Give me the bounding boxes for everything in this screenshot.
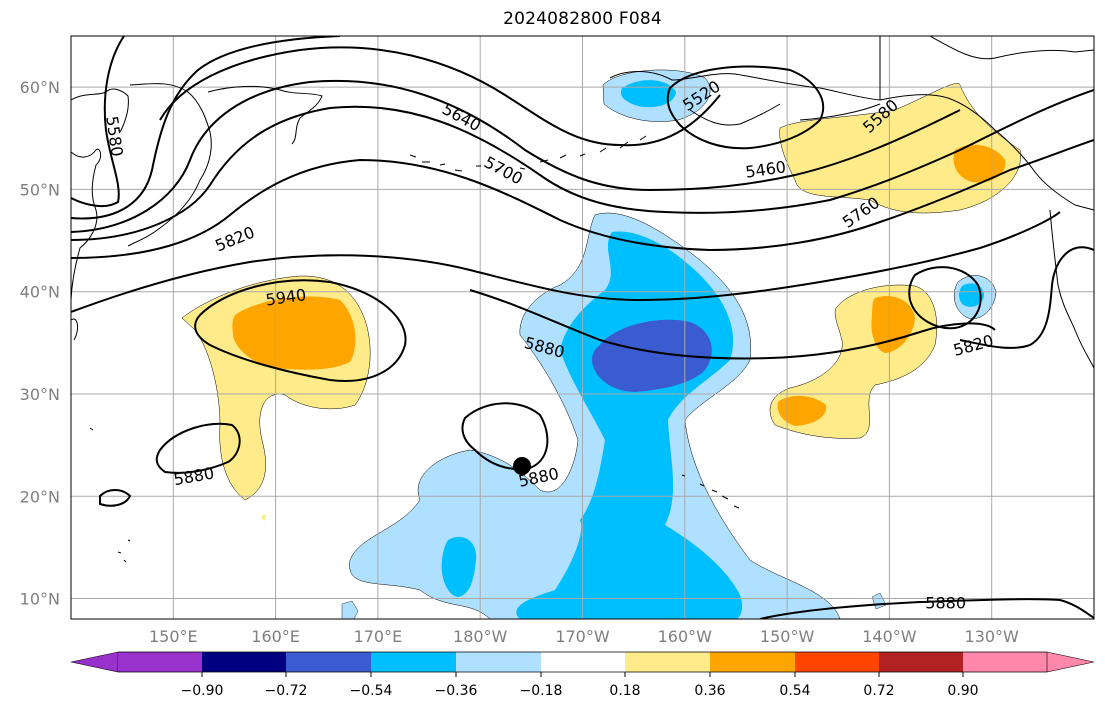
contour-5880-subtropical-west — [155, 422, 241, 474]
height-contours — [71, 36, 1094, 619]
coastline-asia — [71, 88, 129, 341]
latitude-label: 30°N — [20, 385, 60, 404]
colorbar-segment — [371, 652, 456, 672]
coastline-canada — [879, 36, 1094, 331]
plot-area: 5580 564055205460558057005760582059405880… — [71, 36, 1094, 619]
colorbar-tick-label: −0.18 — [520, 683, 563, 699]
longitude-label: 140°W — [862, 627, 917, 646]
storm-center-marker — [513, 457, 531, 475]
plot-frame — [70, 35, 1095, 620]
colorbar-segment — [286, 652, 371, 672]
lat-lon-grid — [71, 36, 1094, 619]
contour-5640 — [159, 46, 721, 147]
anomaly-negative-strongest — [592, 319, 712, 392]
longitude-label: 170°W — [555, 627, 610, 646]
colorbar-tick-label: 0.90 — [947, 683, 978, 699]
contour-5760 — [71, 89, 1094, 241]
colorbar-tick-label: 0.54 — [779, 683, 810, 699]
colorbar-tick-label: 0.18 — [609, 683, 640, 699]
colorbar-extend-under — [70, 651, 119, 673]
coastline-us-west — [1074, 329, 1094, 369]
colorbar-segment — [625, 652, 710, 672]
contour-5880-small-west — [99, 489, 132, 507]
colorbar-tick-label: 0.36 — [694, 683, 725, 699]
contour-5940 — [194, 279, 407, 382]
colorbar-segment — [202, 652, 286, 672]
coastline-alaska — [609, 36, 881, 126]
colorbar-tick-label: −0.90 — [181, 683, 224, 699]
contour-5880-south — [759, 598, 1094, 619]
contour-label: 5880 — [925, 594, 966, 613]
longitude-label: 160°W — [658, 627, 713, 646]
anomaly-positive-region-gulf-of-alaska — [779, 83, 1021, 214]
contour-5460 — [666, 65, 825, 150]
map-title: 2024082800 F084 — [503, 9, 662, 29]
latitude-label: 40°N — [20, 283, 60, 302]
longitude-axis-labels: 150°E 160°E 170°E 180°W 170°W 160°W 150°W 140°W… — [149, 627, 1019, 646]
contour-5820-east-main — [959, 246, 1094, 349]
anomaly-positive-core-east-pacific-north — [871, 296, 915, 353]
contour-5880-tropical-storm — [461, 402, 549, 470]
colorbar-segment — [710, 652, 795, 672]
svg-text:5880: 5880 — [925, 594, 966, 613]
longitude-label: 180°W — [453, 627, 508, 646]
longitude-label: 170°E — [354, 627, 403, 646]
contour-5880-center — [469, 289, 996, 360]
coastlines — [71, 36, 1094, 563]
colorbar-segment — [795, 652, 879, 672]
longitude-label: 150°E — [149, 627, 198, 646]
colorbar-segment — [541, 652, 625, 672]
anomaly-positive-core-east-pacific-south — [777, 395, 827, 426]
longitude-label: 130°W — [965, 627, 1020, 646]
colorbar-outline — [118, 651, 1047, 673]
anomaly-negative-core-sw — [441, 536, 477, 597]
anomaly-speck — [262, 515, 266, 521]
contour-5820 — [71, 139, 1094, 259]
contour-5880-main — [71, 211, 1061, 313]
longitude-label: 160°E — [251, 627, 300, 646]
coastline-hawaii — [681, 474, 740, 509]
colorbar-segment — [963, 652, 1047, 672]
longitude-label: 150°W — [760, 627, 815, 646]
contour-5820-east — [908, 266, 982, 330]
anomaly-speck — [341, 600, 359, 619]
coastline-islands-west — [89, 427, 131, 563]
colorbar-tick-label: −0.72 — [265, 683, 308, 699]
colorbar-tick-label: −0.36 — [435, 683, 478, 699]
contour-5700 — [71, 79, 961, 233]
colorbar-segment — [456, 652, 541, 672]
latitude-axis-labels: 60°N 50°N 40°N 30°N 20°N 10°N — [20, 78, 60, 608]
anomaly-positive-core-gulf-of-alaska — [953, 144, 1006, 183]
contour-5580-west — [71, 36, 125, 208]
coastline-chukotka — [207, 85, 323, 145]
latitude-label: 50°N — [20, 180, 60, 199]
colorbar: −0.90 −0.72 −0.54 −0.36 −0.18 0.18 0.36 0.54 0.7… — [70, 651, 1095, 699]
latitude-label: 60°N — [20, 78, 60, 97]
coastline-kamchatka — [127, 83, 212, 247]
latitude-label: 20°N — [20, 487, 60, 506]
colorbar-extend-over — [1046, 651, 1095, 673]
colorbar-segment — [879, 652, 963, 672]
colorbar-tick-label: −0.54 — [350, 683, 393, 699]
colorbar-segment — [118, 652, 202, 672]
anomaly-negative-core-ne-pacific — [959, 283, 984, 307]
colorbar-tick-label: 0.72 — [863, 683, 894, 699]
latitude-label: 10°N — [20, 590, 60, 609]
anomaly-positive-core-west-pacific — [232, 296, 356, 370]
